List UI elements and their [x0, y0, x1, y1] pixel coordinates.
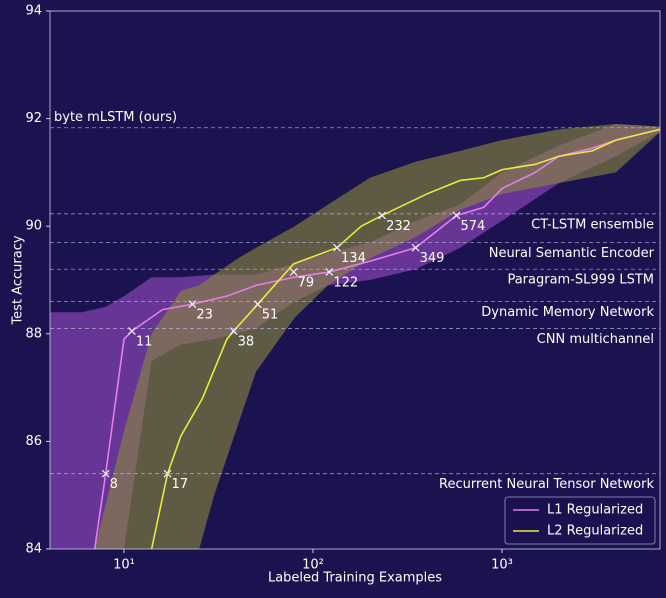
crossover-label: 8 [110, 477, 118, 492]
y-axis-label: Test Accuracy [11, 235, 26, 325]
crossover-marker [378, 211, 387, 220]
plot-area [50, 123, 660, 549]
crossover-label: 349 [420, 251, 445, 266]
x-tick-label: 10¹ [113, 558, 135, 573]
reference-label: Paragram-SL999 LSTM [507, 273, 654, 288]
crossover-label: 122 [333, 275, 358, 290]
crossover-label: 134 [341, 251, 366, 266]
y-tick-label: 94 [25, 4, 42, 19]
crossover-marker [253, 300, 262, 309]
crossover-label: 38 [238, 335, 255, 350]
crossover-marker [325, 268, 334, 276]
plot-frame [49, 10, 661, 550]
crossover-label: 11 [136, 335, 153, 350]
crossover-marker [289, 268, 298, 276]
crossover-marker [229, 327, 238, 336]
reference-label: CNN multichannel [537, 332, 654, 347]
crossover-marker [411, 243, 420, 252]
reference-label: CT-LSTM ensemble [531, 217, 654, 232]
crossover-marker [163, 469, 172, 478]
reference-label: byte mLSTM (ours) [54, 110, 177, 125]
crossover-label: 23 [196, 308, 213, 323]
legend-label: L2 Regularized [547, 524, 643, 539]
crossover-label: 574 [460, 219, 485, 234]
legend-label: L1 Regularized [547, 503, 643, 518]
x-tick-label: 10³ [491, 558, 513, 573]
crossover-label: 232 [386, 219, 411, 234]
y-tick-label: 88 [25, 326, 42, 341]
legend-box [504, 496, 656, 545]
x-axis-label: Labeled Training Examples [268, 571, 442, 586]
crossover-marker [452, 211, 461, 220]
crossover-marker [127, 327, 136, 336]
reference-label: Recurrent Neural Tensor Network [439, 477, 654, 492]
series-line [93, 128, 660, 549]
y-tick-label: 90 [25, 219, 42, 234]
crossover-marker [333, 243, 341, 252]
x-tick-label: 10² [302, 558, 324, 573]
y-tick-label: 92 [25, 111, 42, 126]
y-tick-label: 86 [25, 434, 42, 449]
crossover-marker [188, 300, 197, 309]
crossover-label: 79 [298, 275, 315, 290]
reference-label: Neural Semantic Encoder [489, 246, 655, 261]
crossover-marker [101, 469, 110, 478]
confidence-band [94, 123, 660, 549]
reference-label: Dynamic Memory Network [481, 305, 654, 320]
crossover-label: 17 [172, 477, 189, 492]
crossover-label: 51 [262, 308, 279, 323]
y-tick-label: 84 [25, 542, 42, 557]
series-line [150, 128, 660, 549]
